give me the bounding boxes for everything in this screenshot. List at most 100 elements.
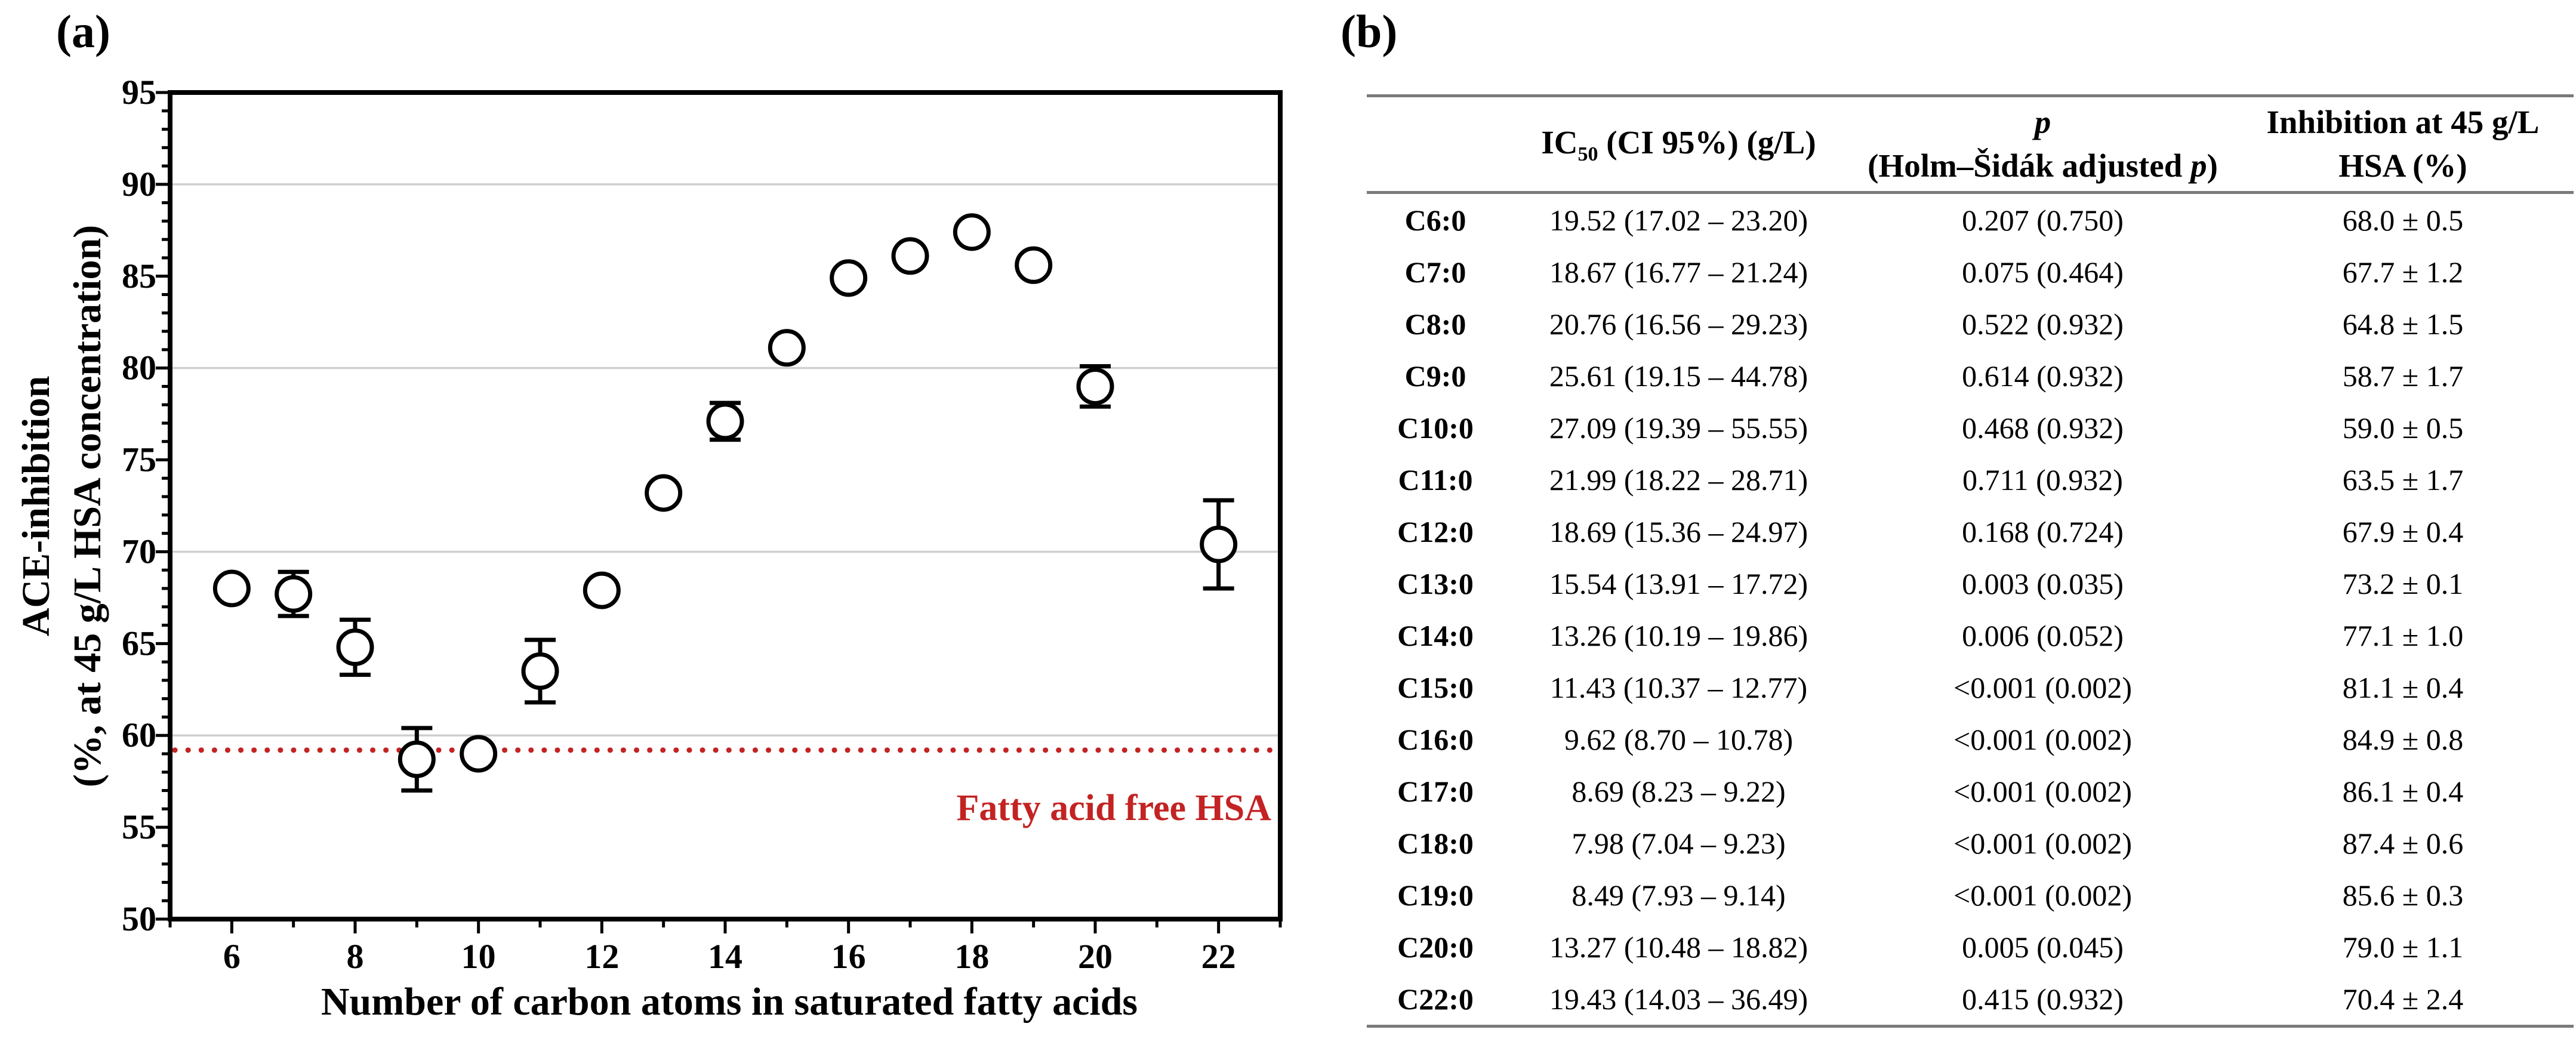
ic50-header-subscript: 50 bbox=[1577, 143, 1598, 165]
table-header: IC50 (CI 95%) (g/L) p (Holm–Šidák adjust… bbox=[1367, 95, 2574, 194]
ic50-value: 25.61 (19.15 – 44.78) bbox=[1549, 359, 1808, 393]
y-axis-title-line1: ACE-inhibition bbox=[14, 376, 58, 636]
inhibition-value: 64.8 ± 1.5 bbox=[2342, 307, 2464, 341]
x-tick-label: 10 bbox=[461, 937, 496, 976]
y-tick-label: 75 bbox=[122, 440, 156, 479]
inhibition-header-line1: Inhibition at 45 g/L bbox=[2266, 103, 2540, 140]
inhibition-value: 85.6 ± 0.3 bbox=[2342, 878, 2464, 912]
inhibition-value: 59.0 ± 0.5 bbox=[2342, 411, 2464, 445]
data-point-marker bbox=[830, 259, 868, 297]
p-value: 0.168 (0.724) bbox=[1962, 514, 2124, 548]
p-value: 0.005 (0.045) bbox=[1962, 930, 2124, 964]
p-header-line1: p bbox=[2034, 103, 2051, 140]
header-cell-ic50: IC50 (CI 95%) (g/L) bbox=[1504, 95, 1853, 194]
inhibition-value: 70.4 ± 2.4 bbox=[2342, 982, 2464, 1016]
data-point-marker bbox=[891, 237, 929, 275]
p-value: 0.207 (0.750) bbox=[1962, 203, 2124, 237]
data-point-marker bbox=[1076, 367, 1114, 405]
table-row: C14:0 13.26 (10.19 – 19.86) 0.006 (0.052) 7… bbox=[1367, 609, 2574, 661]
p-value: 0.614 (0.932) bbox=[1962, 359, 2124, 393]
table-row: C8:0 20.76 (16.56 – 29.23) 0.522 (0.932) 64… bbox=[1367, 298, 2574, 350]
p-value: 0.415 (0.932) bbox=[1962, 982, 2124, 1016]
y-tick-label: 85 bbox=[122, 257, 156, 295]
inhibition-header-line2: HSA (%) bbox=[2338, 147, 2467, 184]
x-tick-label: 14 bbox=[708, 937, 742, 976]
table-row: C7:0 18.67 (16.77 – 21.24) 0.075 (0.464) 67… bbox=[1367, 246, 2574, 298]
p-value: 0.003 (0.035) bbox=[1962, 566, 2124, 600]
inhibition-value: 77.1 ± 1.0 bbox=[2342, 618, 2464, 652]
ic50-value: 19.52 (17.02 – 23.20) bbox=[1549, 203, 1808, 237]
ic50-header-suffix: (CI 95%) (g/L) bbox=[1598, 124, 1816, 161]
inhibition-value: 67.7 ± 1.2 bbox=[2342, 255, 2464, 289]
results-table-wrap: IC50 (CI 95%) (g/L) p (Holm–Šidák adjust… bbox=[1367, 94, 2574, 1028]
inhibition-value: 67.9 ± 0.4 bbox=[2342, 514, 2464, 548]
x-tick-label: 18 bbox=[954, 937, 989, 976]
x-tick-label: 20 bbox=[1078, 937, 1113, 976]
row-label: C16:0 bbox=[1397, 722, 1474, 756]
y-tick-label: 60 bbox=[122, 716, 156, 754]
x-tick-label: 8 bbox=[347, 937, 364, 976]
table-row: C15:0 11.43 (10.37 – 12.77) <0.001 (0.002)… bbox=[1367, 661, 2574, 713]
data-point-marker bbox=[583, 571, 621, 609]
row-label: C7:0 bbox=[1404, 255, 1466, 289]
header-cell-p: p (Holm–Šidák adjusted p) bbox=[1853, 95, 2232, 194]
ic50-value: 13.27 (10.48 – 18.82) bbox=[1549, 930, 1808, 964]
inhibition-value: 68.0 ± 0.5 bbox=[2342, 203, 2464, 237]
inhibition-value: 63.5 ± 1.7 bbox=[2342, 463, 2464, 497]
data-point-marker bbox=[706, 402, 744, 440]
ic50-value: 7.98 (7.04 – 9.23) bbox=[1572, 826, 1786, 860]
p-value: 0.006 (0.052) bbox=[1962, 618, 2124, 652]
ic50-value: 20.76 (16.56 – 29.23) bbox=[1549, 307, 1808, 341]
ace-inhibition-chart: 50 55 60 65 70 75 80 85 90 95 6 8 10 12 14 16 18 20 22 ACE… bbox=[14, 73, 1283, 1024]
data-point-marker bbox=[521, 652, 559, 690]
x-tick-label: 22 bbox=[1201, 937, 1236, 976]
table-row: C18:0 7.98 (7.04 – 9.23) <0.001 (0.002) 87.… bbox=[1367, 817, 2574, 869]
data-point-marker bbox=[1015, 246, 1053, 284]
y-tick-label: 95 bbox=[122, 73, 156, 112]
ic50-value: 15.54 (13.91 – 17.72) bbox=[1549, 566, 1808, 600]
row-label: C11:0 bbox=[1398, 463, 1473, 497]
header-cell-inhibition: Inhibition at 45 g/L HSA (%) bbox=[2232, 95, 2574, 194]
x-axis-title: Number of carbon atoms in saturated fatt… bbox=[321, 980, 1138, 1024]
data-point-marker bbox=[460, 735, 498, 773]
table-header-row: IC50 (CI 95%) (g/L) p (Holm–Šidák adjust… bbox=[1367, 95, 2574, 194]
table-row: C20:0 13.27 (10.48 – 18.82) 0.005 (0.045) 7… bbox=[1367, 921, 2574, 973]
p-value: <0.001 (0.002) bbox=[1953, 878, 2132, 912]
plot-border bbox=[168, 90, 1283, 921]
inhibition-value: 81.1 ± 0.4 bbox=[2342, 670, 2464, 704]
reference-line-label: Fatty acid free HSA bbox=[957, 788, 1272, 828]
p-header-line2: (Holm–Šidák adjusted p) bbox=[1868, 147, 2218, 184]
p-value: 0.711 (0.932) bbox=[1962, 463, 2123, 497]
table-row: C19:0 8.49 (7.93 – 9.14) <0.001 (0.002) 85.… bbox=[1367, 869, 2574, 921]
table-row: C13:0 15.54 (13.91 – 17.72) 0.003 (0.035) 7… bbox=[1367, 557, 2574, 609]
x-tick-label: 6 bbox=[223, 937, 241, 976]
ic50-header-prefix: IC bbox=[1541, 124, 1578, 161]
panel-a-label: (a) bbox=[56, 5, 110, 57]
x-tick-label: 16 bbox=[831, 937, 866, 976]
p-value: 0.468 (0.932) bbox=[1962, 411, 2124, 445]
ic50-value: 8.49 (7.93 – 9.14) bbox=[1572, 878, 1786, 912]
row-label: C20:0 bbox=[1397, 930, 1474, 964]
row-label: C19:0 bbox=[1397, 878, 1474, 912]
y-tick-label: 80 bbox=[122, 349, 156, 387]
ic50-value: 19.43 (14.03 – 36.49) bbox=[1549, 982, 1808, 1016]
ic50-value: 8.69 (8.23 – 9.22) bbox=[1572, 774, 1786, 808]
ic50-value: 9.62 (8.70 – 10.78) bbox=[1564, 722, 1794, 756]
row-label: C12:0 bbox=[1397, 514, 1474, 548]
inhibition-value: 84.9 ± 0.8 bbox=[2342, 722, 2464, 756]
ic50-value: 13.26 (10.19 – 19.86) bbox=[1549, 618, 1808, 652]
row-label: C18:0 bbox=[1397, 826, 1474, 860]
row-label: C13:0 bbox=[1397, 566, 1474, 600]
data-point-marker bbox=[645, 474, 683, 512]
inhibition-value: 86.1 ± 0.4 bbox=[2342, 774, 2464, 808]
inhibition-value: 58.7 ± 1.7 bbox=[2342, 359, 2464, 393]
data-point-marker bbox=[398, 740, 436, 778]
inhibition-value: 79.0 ± 1.1 bbox=[2342, 930, 2464, 964]
table-row: C6:0 19.52 (17.02 – 23.20) 0.207 (0.750) 68… bbox=[1367, 193, 2574, 246]
y-tick-label: 65 bbox=[122, 624, 156, 662]
data-point-marker bbox=[1200, 525, 1238, 563]
p-value: 0.522 (0.932) bbox=[1962, 307, 2124, 341]
data-point-marker bbox=[768, 329, 806, 367]
p-value: <0.001 (0.002) bbox=[1953, 774, 2132, 808]
data-point-marker bbox=[336, 628, 374, 666]
